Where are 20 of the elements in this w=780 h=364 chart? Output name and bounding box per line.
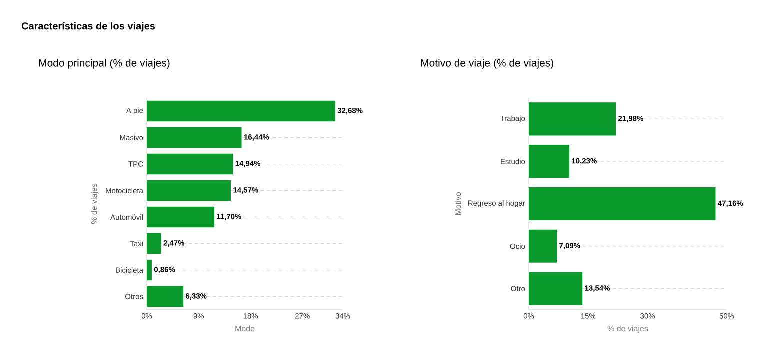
bar: [147, 127, 242, 148]
chart-title: Modo principal (% de viajes): [39, 59, 170, 69]
x-axis-title: Modo: [236, 326, 255, 332]
text: Características de los viajes: [22, 22, 156, 32]
bar: [147, 154, 234, 175]
bar: [528, 187, 716, 221]
x-axis-title: % de viajes: [608, 326, 648, 334]
bar: [528, 272, 583, 306]
bar: [147, 286, 184, 308]
y-axis-title: % de viajes: [91, 184, 99, 224]
bar: [528, 230, 558, 263]
bar: [528, 102, 616, 136]
bar: [147, 100, 336, 122]
bar: [147, 180, 231, 202]
bar: [147, 260, 152, 281]
bar: [147, 206, 214, 228]
bar: [528, 145, 570, 178]
bar: [147, 233, 162, 254]
y-axis-title: Motivo: [455, 192, 462, 216]
chart-title: Motivo de viaje (% de viajes): [421, 59, 554, 69]
